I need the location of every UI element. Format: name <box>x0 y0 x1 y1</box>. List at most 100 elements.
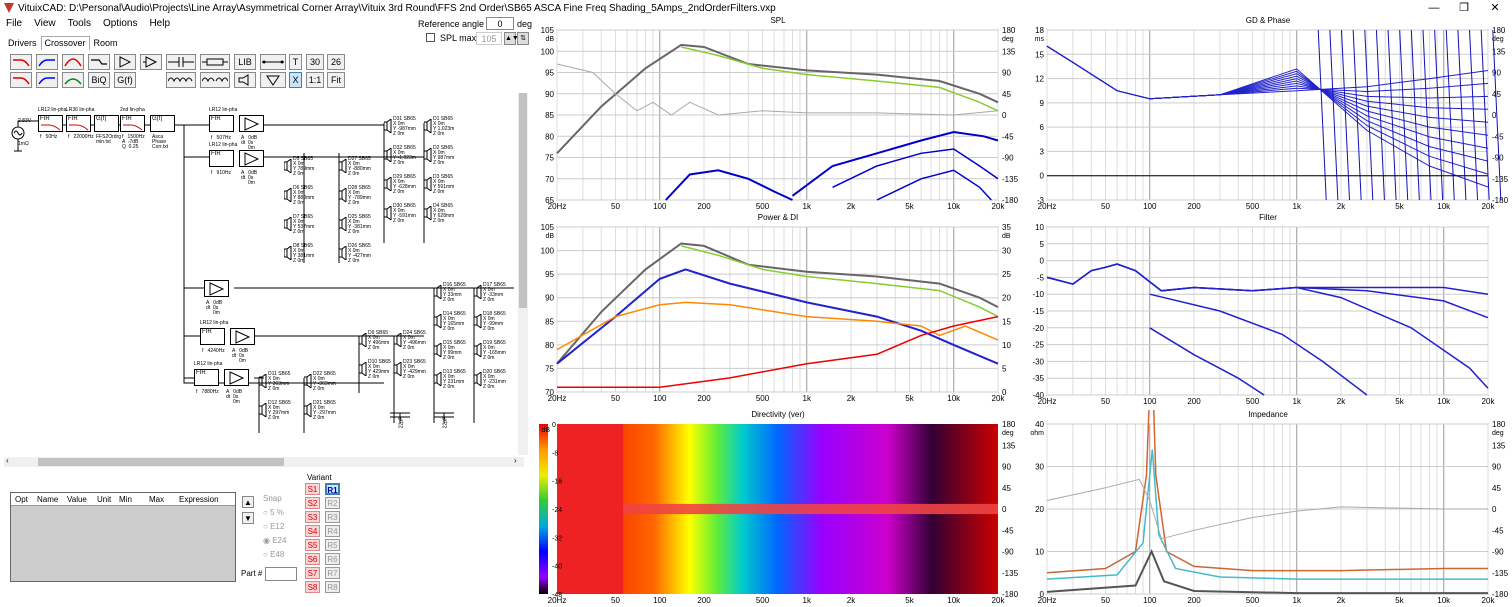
driver-speaker-icon[interactable] <box>284 188 292 202</box>
driver-speaker-icon[interactable] <box>304 374 312 388</box>
lowpass-red-button[interactable] <box>10 54 32 70</box>
driver-speaker-icon[interactable] <box>339 159 347 173</box>
zoom-fit-button[interactable]: Fit <box>327 72 345 88</box>
move-up-icon[interactable]: ▲ <box>242 496 254 508</box>
driver-speaker-icon[interactable] <box>434 372 442 386</box>
col-opt[interactable]: Opt <box>15 495 28 504</box>
driver-speaker-icon[interactable] <box>339 217 347 231</box>
schematic-horizontal-scrollbar[interactable]: ‹ › <box>4 456 524 467</box>
shelf-button[interactable] <box>88 54 110 70</box>
variant-s4-button[interactable]: S4 <box>305 525 320 537</box>
driver-speaker-icon[interactable] <box>424 148 432 162</box>
driver-speaker-icon[interactable] <box>424 119 432 133</box>
bandpass-red-button[interactable] <box>62 54 84 70</box>
menu-options[interactable]: Options <box>102 18 138 29</box>
parts-table[interactable]: Opt Name Value Unit Min Max Expression <box>10 492 236 582</box>
driver-speaker-icon[interactable] <box>384 206 392 220</box>
menu-help[interactable]: Help <box>149 18 171 29</box>
highpass2-blue-button[interactable] <box>36 72 58 88</box>
restore-button[interactable]: ❐ <box>1459 2 1469 14</box>
variant-r3-button[interactable]: R3 <box>325 511 340 523</box>
spl-max-spinner-icon[interactable]: ▲▼ <box>504 32 519 45</box>
driver-speaker-icon[interactable] <box>424 177 432 191</box>
driver-speaker-icon[interactable] <box>259 374 267 388</box>
driver-speaker-icon[interactable] <box>434 314 442 328</box>
snap-option-5[interactable]: ○ 5 % <box>263 508 284 517</box>
col-min[interactable]: Min <box>119 495 132 504</box>
driver-speaker-icon[interactable] <box>359 333 367 347</box>
driver-speaker-icon[interactable] <box>394 333 402 347</box>
spl-max-toggle-icon[interactable]: ⇅ <box>517 32 529 45</box>
driver-speaker-icon[interactable] <box>339 188 347 202</box>
schematic-canvas[interactable]: 2.83V 1mΩ FIR LR12 lin-pha f 50Hz FIR LR36 l… <box>4 93 517 453</box>
snap-option-e24[interactable]: ◉ E24 <box>263 536 287 545</box>
reference-angle-input[interactable]: 0 <box>486 17 514 30</box>
wire-button[interactable] <box>260 54 286 70</box>
driver-speaker-icon[interactable] <box>394 362 402 376</box>
driver-speaker-icon[interactable] <box>434 285 442 299</box>
driver-speaker-icon[interactable] <box>339 246 347 260</box>
col-name[interactable]: Name <box>37 495 59 504</box>
tab-crossover[interactable]: Crossover <box>40 36 90 50</box>
library-button[interactable]: LIB <box>234 54 256 70</box>
driver-speaker-icon[interactable] <box>384 177 392 191</box>
ground-button[interactable] <box>260 72 286 88</box>
gain-block[interactable] <box>239 115 264 132</box>
buffer-button[interactable] <box>114 54 136 70</box>
radio-selected-icon[interactable]: ◉ <box>263 536 273 545</box>
opamp-button[interactable] <box>140 54 162 70</box>
lowpass2-red-button[interactable] <box>10 72 32 88</box>
gain-block[interactable] <box>204 280 229 297</box>
driver-speaker-icon[interactable] <box>474 285 482 299</box>
text-button[interactable]: T <box>289 54 302 70</box>
bandpass-green-button[interactable] <box>62 72 84 88</box>
horizontal-scroll-thumb[interactable] <box>38 458 284 466</box>
inductor-button[interactable] <box>166 72 196 88</box>
chain-block[interactable]: G(f) <box>94 115 119 132</box>
branch-filter-block[interactable]: FIR <box>200 328 225 345</box>
part-number-input[interactable] <box>265 567 297 581</box>
variant-s2-button[interactable]: S2 <box>305 497 320 509</box>
col-value[interactable]: Value <box>67 495 87 504</box>
driver-speaker-icon[interactable] <box>284 217 292 231</box>
variant-r1-button[interactable]: R1 <box>325 483 340 495</box>
spl-max-input[interactable]: 105 <box>476 32 502 45</box>
variant-r8-button[interactable]: R8 <box>325 581 340 593</box>
tab-room[interactable]: Room <box>93 38 118 48</box>
gain-block[interactable] <box>224 369 249 386</box>
schematic-vertical-scrollbar[interactable] <box>518 93 528 455</box>
tab-drivers[interactable]: Drivers <box>8 38 37 48</box>
driver-speaker-icon[interactable] <box>384 148 392 162</box>
variant-r7-button[interactable]: R7 <box>325 567 340 579</box>
minimize-button[interactable]: — <box>1428 2 1440 14</box>
snap-option-e48[interactable]: ○ E48 <box>263 550 285 559</box>
driver-speaker-icon[interactable] <box>284 159 292 173</box>
branch-filter-block[interactable]: FIR <box>194 369 219 386</box>
chain-block[interactable]: FIR <box>66 115 91 132</box>
driver-speaker-icon[interactable] <box>474 314 482 328</box>
chain-block[interactable]: FIR <box>38 115 63 132</box>
spl-max-checkbox[interactable] <box>426 33 435 42</box>
driver-speaker-icon[interactable] <box>359 362 367 376</box>
move-down-icon[interactable]: ▼ <box>242 512 254 524</box>
branch-filter-block[interactable]: FIR <box>209 150 234 167</box>
variant-s7-button[interactable]: S7 <box>305 567 320 579</box>
scroll-left-icon[interactable]: ‹ <box>6 456 9 465</box>
gain-block[interactable] <box>230 328 255 345</box>
chain-block[interactable]: G(f) <box>150 115 175 132</box>
variant-s6-button[interactable]: S6 <box>305 553 320 565</box>
driver-speaker-icon[interactable] <box>384 119 392 133</box>
snap-option-e12[interactable]: ○ E12 <box>263 522 285 531</box>
radio-icon[interactable]: ○ <box>263 508 271 517</box>
scroll-right-icon[interactable]: › <box>514 456 517 465</box>
zoom-1to1-button[interactable]: 1:1 <box>306 72 324 88</box>
variant-r5-button[interactable]: R5 <box>325 539 340 551</box>
radio-icon[interactable]: ○ <box>263 550 271 559</box>
variant-s1-button[interactable]: S1 <box>305 483 320 495</box>
driver-speaker-icon[interactable] <box>284 246 292 260</box>
radio-icon[interactable]: ○ <box>263 522 271 531</box>
driver-speaker-icon[interactable] <box>474 343 482 357</box>
variant-s8-button[interactable]: S8 <box>305 581 320 593</box>
driver-speaker-icon[interactable] <box>424 206 432 220</box>
gain-block[interactable] <box>239 150 264 167</box>
